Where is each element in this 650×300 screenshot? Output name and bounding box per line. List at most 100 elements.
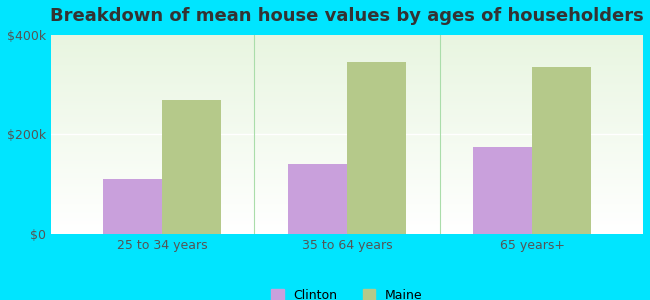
Bar xyxy=(51,102,643,103)
Bar xyxy=(51,189,643,190)
Bar xyxy=(51,56,643,57)
Bar xyxy=(51,134,643,135)
Bar xyxy=(51,194,643,195)
Bar xyxy=(51,77,643,78)
Bar xyxy=(51,64,643,65)
Bar xyxy=(51,39,643,40)
Bar xyxy=(51,146,643,147)
Bar xyxy=(51,196,643,197)
Bar xyxy=(532,67,592,234)
Bar xyxy=(51,116,643,118)
Bar xyxy=(51,164,643,165)
Bar xyxy=(51,59,643,60)
Bar xyxy=(51,209,643,210)
Bar xyxy=(51,205,643,206)
Bar xyxy=(51,180,643,181)
Bar xyxy=(51,52,643,53)
Bar xyxy=(51,84,643,85)
Bar xyxy=(347,62,406,234)
Bar xyxy=(51,226,643,227)
Bar xyxy=(51,212,643,213)
Bar xyxy=(51,199,643,200)
Bar xyxy=(51,217,643,218)
Bar xyxy=(51,203,643,204)
Bar xyxy=(51,222,643,223)
Bar xyxy=(51,47,643,48)
Bar xyxy=(51,198,643,199)
Bar xyxy=(51,93,643,94)
Bar xyxy=(51,43,643,44)
Bar xyxy=(51,40,643,41)
Bar xyxy=(51,127,643,128)
Bar xyxy=(51,131,643,132)
Bar xyxy=(51,223,643,224)
Bar xyxy=(51,66,643,67)
Bar xyxy=(51,208,643,209)
Bar xyxy=(51,70,643,71)
Bar xyxy=(51,74,643,75)
Bar xyxy=(51,210,643,211)
Bar xyxy=(51,122,643,124)
Bar xyxy=(51,118,643,119)
Bar xyxy=(51,75,643,76)
Bar xyxy=(51,200,643,201)
Bar xyxy=(51,100,643,101)
Bar xyxy=(51,191,643,192)
Bar xyxy=(51,67,643,68)
Bar xyxy=(288,164,347,234)
Bar xyxy=(51,230,643,231)
Bar xyxy=(51,78,643,79)
Bar xyxy=(51,81,643,82)
Bar xyxy=(51,227,643,228)
Bar xyxy=(51,54,643,55)
Bar xyxy=(51,98,643,99)
Bar xyxy=(51,170,643,171)
Bar xyxy=(51,92,643,93)
Bar xyxy=(51,142,643,143)
Bar xyxy=(51,211,643,212)
Bar xyxy=(162,100,221,234)
Bar xyxy=(51,176,643,177)
Bar xyxy=(51,229,643,230)
Bar xyxy=(51,175,643,176)
Bar xyxy=(51,107,643,109)
Bar xyxy=(51,166,643,167)
Bar xyxy=(51,51,643,52)
Bar xyxy=(51,72,643,73)
Bar xyxy=(51,193,643,194)
Bar xyxy=(51,163,643,164)
Bar xyxy=(51,96,643,97)
Bar xyxy=(51,91,643,92)
Bar xyxy=(51,204,643,205)
Bar xyxy=(51,148,643,149)
Bar xyxy=(51,82,643,84)
Bar xyxy=(51,80,643,81)
Bar xyxy=(51,157,643,158)
Bar xyxy=(51,184,643,185)
Bar xyxy=(51,214,643,215)
Bar xyxy=(51,165,643,166)
Bar xyxy=(51,158,643,159)
Bar xyxy=(51,68,643,69)
Bar xyxy=(51,57,643,58)
Bar xyxy=(51,38,643,39)
Bar xyxy=(51,224,643,225)
Bar xyxy=(51,124,643,125)
Bar xyxy=(51,128,643,129)
Bar xyxy=(51,60,643,61)
Bar xyxy=(51,49,643,50)
Bar xyxy=(51,113,643,115)
Bar xyxy=(51,188,643,189)
Bar xyxy=(51,138,643,140)
Bar xyxy=(51,231,643,232)
Bar xyxy=(51,58,643,59)
Bar xyxy=(51,167,643,168)
Bar xyxy=(51,152,643,153)
Bar xyxy=(51,61,643,62)
Bar xyxy=(51,228,643,229)
Bar xyxy=(51,179,643,180)
Bar xyxy=(51,195,643,196)
Bar xyxy=(51,181,643,182)
Bar xyxy=(51,41,643,42)
Bar xyxy=(51,143,643,144)
